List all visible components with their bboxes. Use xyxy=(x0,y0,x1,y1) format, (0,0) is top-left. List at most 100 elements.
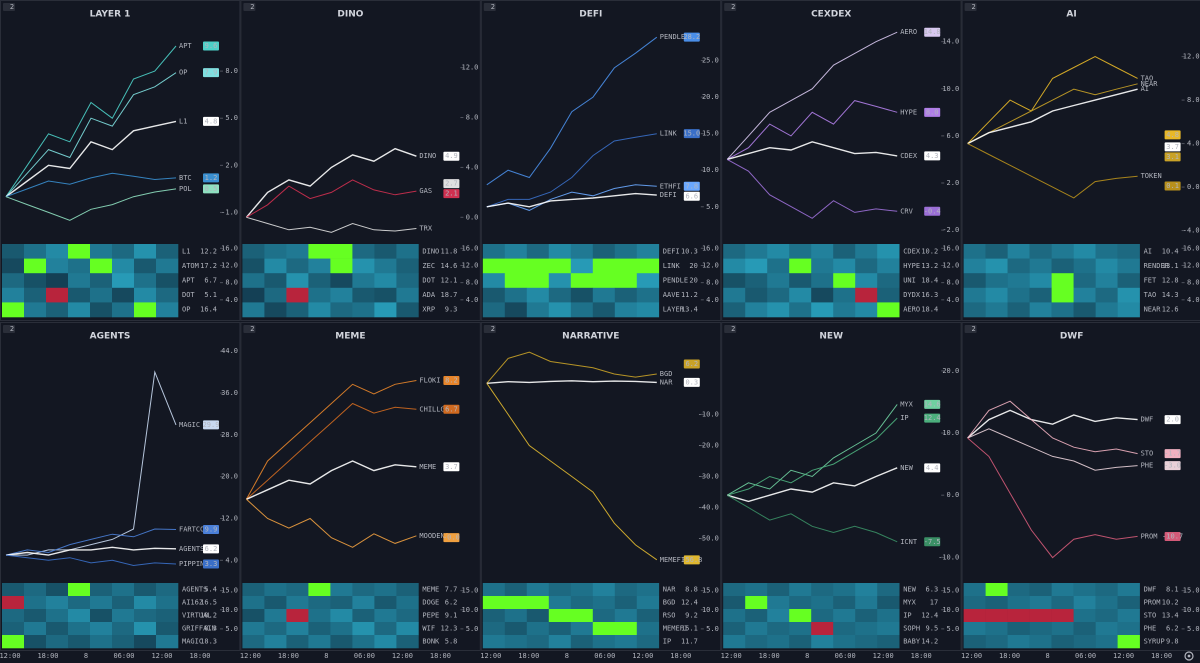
row-value: 10.4 xyxy=(1162,247,1179,255)
heat-cell xyxy=(985,258,1008,274)
heat-cell xyxy=(592,302,616,318)
series-line xyxy=(5,528,177,556)
heat-cell xyxy=(723,302,746,318)
value-tag-label: 8.2 xyxy=(445,377,458,385)
value-tag-label: 0.3 xyxy=(685,378,698,386)
y-tick-label: 2.0 xyxy=(947,179,960,187)
heat-cell xyxy=(1117,583,1140,597)
x-tick-label: 8 xyxy=(84,652,88,660)
heat-cell xyxy=(264,287,287,303)
y-tick-label: 15.0 xyxy=(942,587,959,595)
heat-cell xyxy=(1095,244,1118,259)
heat-cell xyxy=(1007,273,1030,289)
heat-cell xyxy=(985,302,1008,318)
chart-title: AGENTS xyxy=(90,332,131,342)
pane-badge-box xyxy=(3,3,15,11)
x-tick-label: 18:00 xyxy=(430,652,451,660)
series-line xyxy=(5,120,177,198)
row-value: 9.3 xyxy=(445,306,458,314)
heat-cell xyxy=(68,635,91,649)
y-tick-label: 14.0 xyxy=(942,38,959,46)
x-tick-label: 18:00 xyxy=(37,652,58,660)
x-tick-label: 12:00 xyxy=(873,652,894,660)
value-tag xyxy=(683,181,700,191)
value-tag-label: 2.0 xyxy=(1166,416,1179,424)
heat-cell xyxy=(963,609,986,623)
value-tag-label: 6.2 xyxy=(685,360,698,368)
heat-cell xyxy=(723,244,746,259)
heat-cell xyxy=(308,273,331,289)
series-name: FARTCOIN xyxy=(179,525,213,533)
heat-cell xyxy=(24,583,47,597)
panel-border xyxy=(240,322,481,651)
heat-cell xyxy=(592,273,616,289)
pane-badge-box xyxy=(483,3,496,11)
heat-cell xyxy=(504,287,528,303)
series-name: LINK xyxy=(660,130,678,138)
heat-cell xyxy=(134,622,157,636)
series-line xyxy=(967,143,1138,199)
row-name: DOT xyxy=(182,291,195,299)
y-tick-label: 4.0 xyxy=(225,296,238,304)
heat-cell xyxy=(745,596,768,610)
heat-cell xyxy=(1051,273,1074,289)
settings-icon[interactable] xyxy=(1184,651,1194,661)
series-name: DEFI xyxy=(660,191,677,199)
series-name: CRV xyxy=(900,207,913,215)
y-tick-label: 5.0 xyxy=(466,625,479,633)
value-tag-label: 3.3 xyxy=(205,560,218,568)
value-tag xyxy=(683,129,700,139)
heat-cell xyxy=(548,287,572,303)
row-value: 12.4 xyxy=(681,599,698,607)
pane-badge: 2 xyxy=(491,325,495,333)
y-tick-label: 20.0 xyxy=(702,93,719,101)
y-tick-label: 4.0 xyxy=(466,296,479,304)
heat-cell xyxy=(789,273,812,289)
row-value: 12.3 xyxy=(441,625,458,633)
heat-cell xyxy=(526,273,550,289)
row-value: 11.2 xyxy=(681,291,698,299)
series-name: IP xyxy=(900,414,908,422)
series-name: PROM xyxy=(1141,532,1158,540)
row-name: PROM xyxy=(1144,599,1161,607)
heat-cell xyxy=(330,273,353,289)
row-value: 11.8 xyxy=(441,247,458,255)
value-tag xyxy=(1164,461,1181,471)
value-tag-label: -7.5 xyxy=(924,538,941,546)
heat-cell xyxy=(985,622,1008,636)
heat-cell xyxy=(526,258,550,274)
heat-cell xyxy=(482,302,506,318)
heat-cell xyxy=(242,273,265,289)
row-name: DOT xyxy=(422,277,435,285)
heat-cell xyxy=(1051,622,1074,636)
chart-title: NARRATIVE xyxy=(562,332,619,342)
row-name: XRP xyxy=(422,306,435,314)
chart-title: DEFI xyxy=(579,10,602,20)
heat-cell xyxy=(1051,302,1074,318)
heat-cell xyxy=(308,609,331,623)
heat-cell xyxy=(68,596,91,610)
row-name: BGD xyxy=(663,599,676,607)
row-value: 13.1 xyxy=(1162,262,1179,270)
row-name: DWF xyxy=(1144,586,1157,594)
y-tick-label: 10.0 xyxy=(942,85,959,93)
heat-cell xyxy=(396,258,419,274)
heat-cell xyxy=(526,609,550,623)
chart-title: NEW xyxy=(819,332,843,342)
heat-cell xyxy=(112,244,135,259)
heat-cell xyxy=(24,596,47,610)
heat-cell xyxy=(2,302,25,318)
series-name: BTC xyxy=(179,174,192,182)
value-tag-label: 1.2 xyxy=(205,174,218,182)
heat-cell xyxy=(374,287,397,303)
row-value: 9.2 xyxy=(685,612,698,620)
heat-cell xyxy=(504,635,528,649)
row-value: 6.7 xyxy=(204,277,217,285)
heat-cell xyxy=(1073,258,1096,274)
heat-cell xyxy=(374,635,397,649)
y-tick-label: 12.0 xyxy=(462,64,479,72)
heat-cell xyxy=(833,622,856,636)
y-tick-label: 16.0 xyxy=(462,244,479,252)
heat-cell xyxy=(68,583,91,597)
